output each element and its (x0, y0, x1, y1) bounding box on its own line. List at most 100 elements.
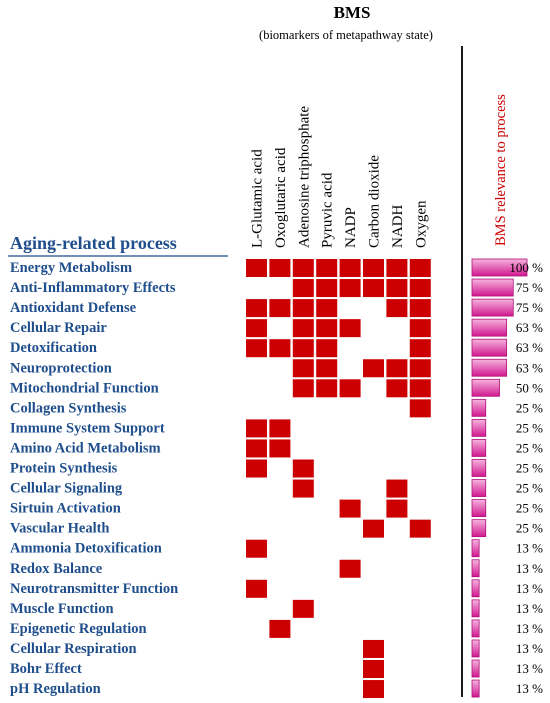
table-row: pH Regulation 13 % (10, 679, 543, 699)
relevance-label: 13 % (516, 621, 543, 636)
process-label: Immune System Support (10, 420, 165, 436)
relevance-label: 25 % (516, 420, 543, 435)
relevance-bar (471, 398, 487, 417)
table-row: Amino Acid Metabolism 25 % (10, 439, 543, 458)
heatmap-cell (386, 299, 408, 318)
table-row: Energy Metabolism 100 % (10, 258, 543, 277)
process-label: Redox Balance (10, 561, 103, 577)
column-labels: L-Glutamic acid Oxoglutaric acid Adenosine… (250, 106, 430, 248)
table-row: Sirtuin Activation 25 % (10, 499, 543, 518)
relevance-label: 63 % (516, 340, 543, 355)
relevance-label: 100 % (509, 260, 543, 275)
relevance-bar (471, 539, 480, 558)
relevance-bar (471, 659, 480, 678)
relevance-bar (471, 418, 487, 437)
heatmap-cell (363, 660, 384, 678)
table-row: Bohr Effect 13 % (10, 659, 543, 678)
table-row: Anti-Inflammatory Effects 75 % (10, 278, 543, 298)
heatmap-cell (246, 459, 267, 478)
heatmap-cell (292, 259, 314, 277)
relevance-label: 63 % (516, 360, 543, 375)
heatmap-cell (292, 299, 314, 318)
heatmap-cell (292, 359, 314, 378)
column-label: NADH (390, 205, 406, 248)
relevance-label: 13 % (516, 541, 543, 556)
heatmap-cell (339, 379, 361, 398)
relevance-bar (471, 278, 514, 297)
heatmap-cell (363, 680, 384, 699)
heatmap-cell (363, 639, 384, 658)
heatmap-cell (339, 499, 361, 518)
relevance-bar (471, 258, 528, 277)
heatmap-cell (409, 299, 431, 318)
relevance-label: 13 % (516, 561, 543, 576)
process-label: Amino Acid Metabolism (10, 440, 161, 456)
heatmap-cell (316, 379, 338, 398)
heatmap-cell (386, 479, 408, 498)
heatmap-cell (292, 339, 314, 358)
column-label: Oxoglutaric acid (273, 147, 289, 248)
relevance-bar (471, 439, 487, 457)
row-header: Aging-related process (10, 233, 177, 253)
process-label: Neurotransmitter Function (10, 581, 178, 597)
process-label: Detoxification (10, 340, 97, 356)
relevance-label: 75 % (516, 280, 543, 295)
relevance-label: 13 % (516, 661, 543, 676)
process-label: Energy Metabolism (10, 260, 132, 276)
heatmap-cell (386, 499, 408, 518)
relevance-bar (471, 519, 487, 538)
heatmap-cell (409, 279, 431, 298)
process-label: Sirtuin Activation (10, 501, 121, 517)
relevance-bar (471, 559, 480, 578)
heatmap-cell (246, 539, 267, 558)
process-label: Ammonia Detoxification (10, 541, 162, 557)
heatmap-cell (409, 399, 431, 418)
heatmap-cell (363, 259, 384, 277)
table-row: Cellular Repair 63 % (10, 318, 543, 338)
heatmap-cell (386, 279, 408, 298)
heatmap-cell (316, 359, 338, 378)
heatmap-cell (339, 559, 361, 578)
heatmap-cell (246, 299, 267, 318)
table-row: Detoxification 63 % (10, 338, 543, 358)
heatmap-cell (339, 319, 361, 338)
process-label: Anti-Inflammatory Effects (10, 280, 176, 296)
table-row: Mitochondrial Function 50 % (10, 378, 543, 398)
heatmap-cell (316, 299, 338, 318)
heatmap-cell (363, 359, 384, 378)
heatmap-rows: Energy Metabolism 100 % Anti-Inflammatory … (10, 258, 543, 699)
heatmap-cell (316, 319, 338, 338)
relevance-label: 25 % (516, 440, 543, 455)
relevance-label: 13 % (516, 681, 543, 696)
heatmap-cell (363, 279, 384, 298)
relevance-label: 13 % (516, 641, 543, 656)
relevance-bar (471, 459, 487, 477)
relevance-bar (471, 619, 480, 638)
heatmap-cell (409, 319, 431, 338)
relevance-bar (471, 479, 487, 497)
relevance-bar (471, 298, 514, 317)
relevance-label: 25 % (516, 521, 543, 536)
heatmap-cell (269, 419, 291, 438)
process-label: Cellular Respiration (10, 641, 137, 657)
heatmap-cell (386, 379, 408, 398)
table-row: Neuroprotection 63 % (10, 358, 543, 378)
process-label: Collagen Synthesis (10, 400, 127, 416)
heatmap-cell (246, 579, 267, 598)
relevance-bar (471, 599, 480, 618)
heatmap-cell (269, 339, 291, 358)
heatmap-cell (292, 319, 314, 338)
heatmap-cell (292, 459, 314, 478)
relevance-bar (471, 358, 508, 377)
heatmap-cell (409, 359, 431, 378)
table-row: Cellular Respiration 13 % (10, 639, 543, 658)
table-row: Neurotransmitter Function 13 % (10, 579, 543, 598)
heatmap-cell (246, 259, 267, 277)
heatmap-cell (246, 419, 267, 438)
table-row: Collagen Synthesis 25 % (10, 398, 543, 418)
column-label: Carbon dioxide (367, 155, 383, 248)
heatmap-cell (269, 299, 291, 318)
heatmap-cell (363, 519, 384, 538)
heatmap-cell (339, 279, 361, 298)
table-row: Antioxidant Defense 75 % (10, 298, 543, 318)
